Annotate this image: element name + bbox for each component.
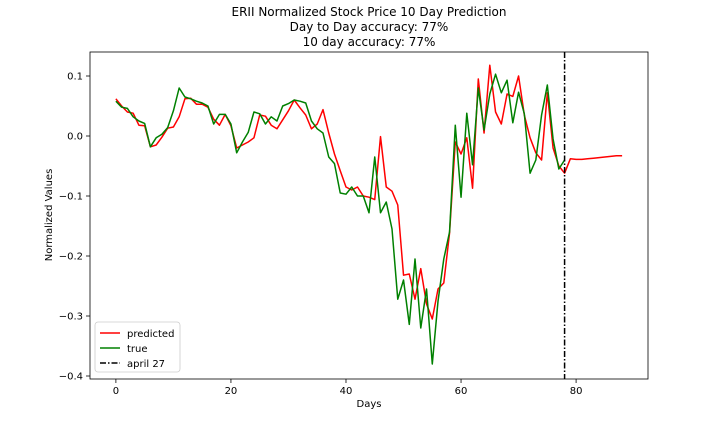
legend-box [94, 321, 181, 373]
series-line-predicted [115, 64, 623, 320]
x-tick-label: 0 [113, 386, 119, 397]
y-tick-label: −0.2 [59, 252, 83, 263]
axis-ticks: 0 20 40 60 80 −0.4 −0.3 −0.2 −0.1 0.0 0.1 [59, 72, 583, 398]
y-tick-label: −0.1 [59, 192, 83, 203]
y-tick-label: −0.3 [59, 312, 83, 323]
y-tick-label: −0.4 [59, 372, 83, 383]
y-tick-label: 0.0 [67, 132, 83, 143]
legend-label-true: true [127, 344, 148, 355]
chart-title-line-1: ERII Normalized Stock Price 10 Day Predi… [232, 5, 507, 19]
x-tick-label: 60 [455, 386, 468, 397]
x-tick-label: 20 [225, 386, 238, 397]
legend-label-april-27: april 27 [127, 359, 165, 370]
legend: predicted true april 27 [94, 321, 181, 373]
x-tick-label: 40 [340, 386, 353, 397]
chart-title-line-3: 10 day accuracy: 77% [303, 35, 436, 49]
series-line-true [115, 73, 566, 365]
y-tick-label: 0.1 [67, 72, 83, 83]
chart-title-line-2: Day to Day accuracy: 77% [290, 20, 449, 34]
y-axis-label: Normalized Values [44, 169, 55, 262]
series-lines [115, 64, 623, 365]
legend-label-predicted: predicted [127, 329, 174, 340]
x-axis-label: Days [357, 399, 382, 410]
x-tick-label: 80 [570, 386, 583, 397]
plot-frame [89, 51, 649, 380]
